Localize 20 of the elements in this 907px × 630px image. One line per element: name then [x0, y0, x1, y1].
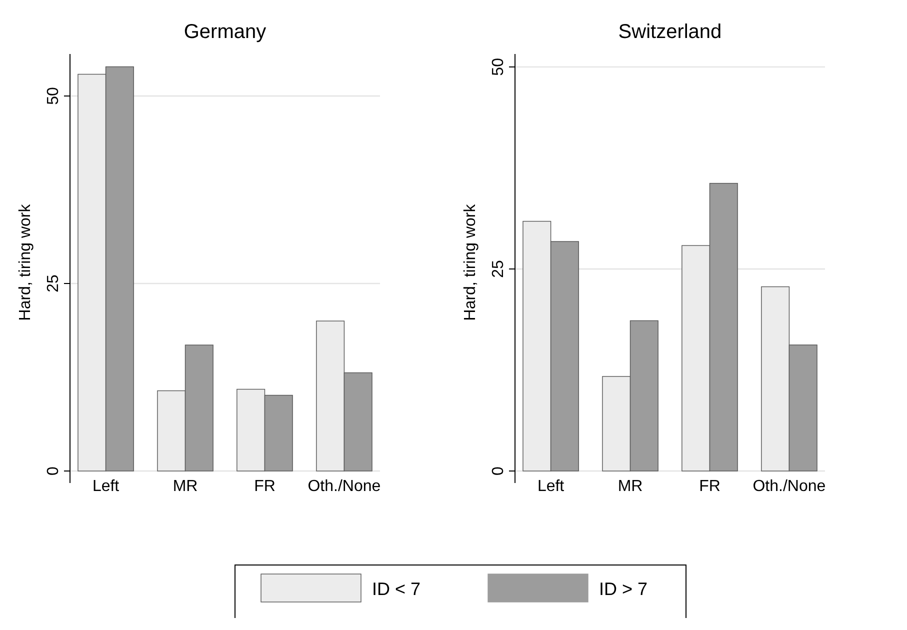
y-tick-label: 0 [45, 466, 62, 476]
x-tick-label: Left [537, 478, 565, 495]
x-tick-label: MR [172, 478, 198, 495]
y-tick-label: 25 [45, 274, 62, 292]
x-tick-label: Oth./None [752, 478, 826, 495]
x-tick-label: Oth./None [308, 478, 381, 495]
x-tick-label: MR [618, 478, 643, 495]
y-axis-title: Hard, tiring work [17, 203, 34, 321]
text: ID < 7 [372, 579, 421, 599]
y-tick-label: 25 [490, 260, 507, 278]
y-axis-title: Hard, tiring work [462, 203, 479, 321]
y-tick-label: 50 [490, 58, 507, 76]
text: ID > 7 [599, 579, 648, 599]
y-tick-label: 0 [490, 466, 507, 476]
y-tick-label: 50 [45, 87, 62, 105]
x-tick-label: Left [92, 478, 120, 495]
chart-title: Switzerland [618, 21, 722, 43]
x-tick-label: FR [254, 478, 276, 495]
chart-title: Germany [184, 21, 266, 43]
x-tick-label: FR [699, 478, 720, 495]
